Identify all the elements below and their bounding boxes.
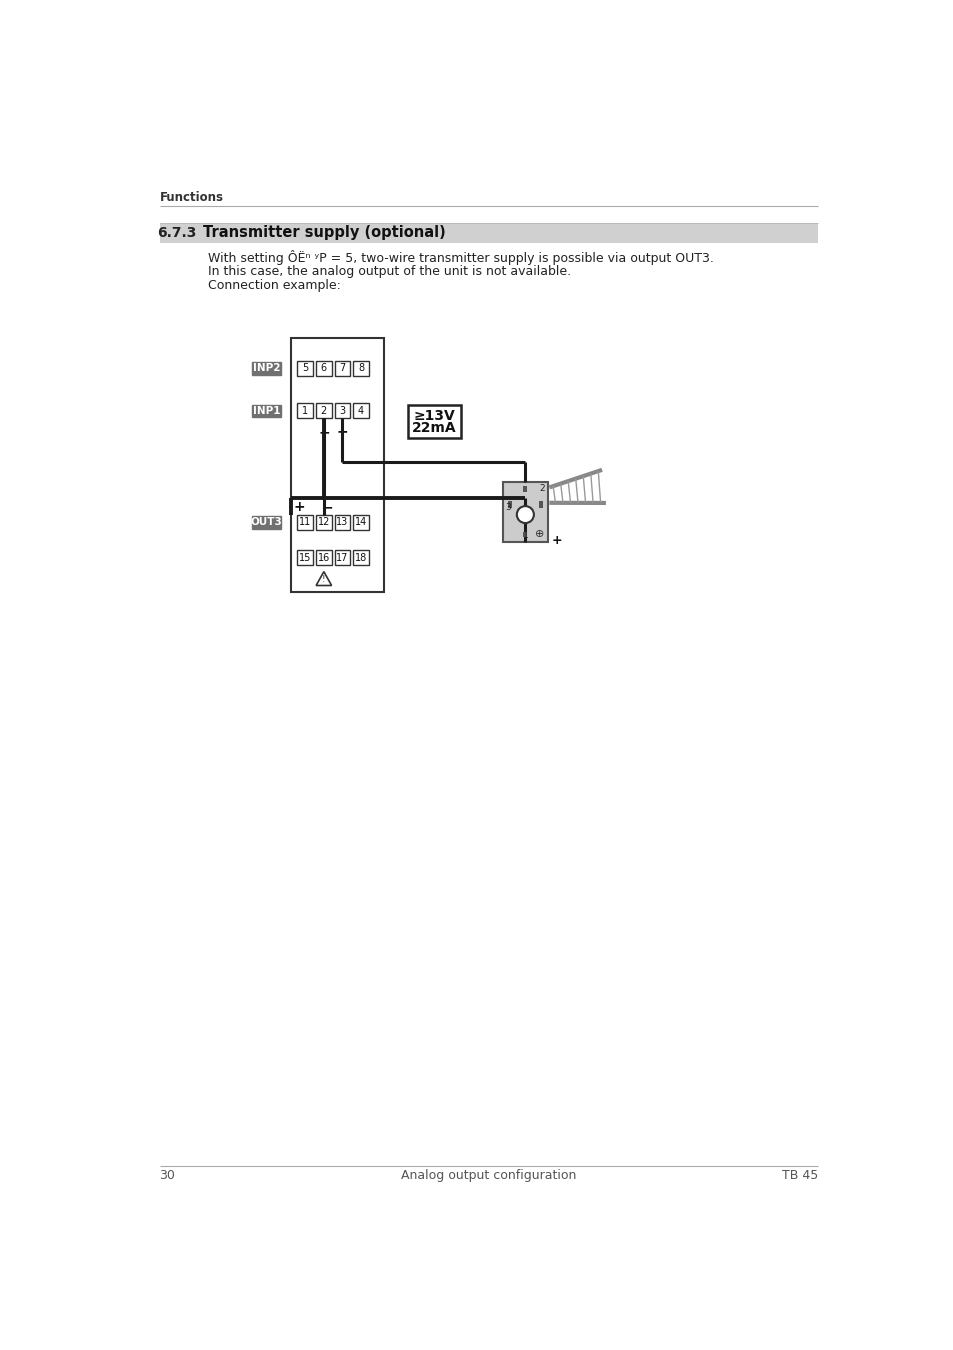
Bar [523,486,527,491]
Bar [315,514,332,531]
Text: −: − [321,500,333,514]
Text: In this case, the analog output of the unit is not available.: In this case, the analog output of the u… [208,265,570,278]
Text: 7: 7 [339,363,345,374]
Bar [353,549,369,566]
Bar [335,514,350,531]
Text: 6: 6 [320,363,327,374]
Bar [252,405,281,417]
Bar [537,501,542,508]
Text: INP1: INP1 [253,406,280,416]
Text: 11: 11 [299,517,311,528]
Text: 3: 3 [339,406,345,416]
Text: 12: 12 [317,517,330,528]
Text: 8: 8 [357,363,364,374]
Bar [353,404,369,418]
Text: 18: 18 [355,552,367,563]
Text: 17: 17 [335,552,348,563]
Bar [315,404,332,418]
Text: Transmitter supply (optional): Transmitter supply (optional) [203,225,445,240]
Text: +: + [293,500,305,514]
Text: ⊕: ⊕ [535,529,544,539]
Bar [408,405,460,437]
Text: 2: 2 [320,406,327,416]
Text: 1: 1 [522,531,528,540]
Text: +: + [336,425,348,439]
Text: 2: 2 [539,485,545,493]
Bar [523,532,527,537]
Text: INP2: INP2 [253,363,280,374]
Bar [297,514,313,531]
Bar [353,514,369,531]
Circle shape [517,506,534,522]
Bar [297,360,313,377]
Text: 16: 16 [317,552,330,563]
Text: 4: 4 [357,406,364,416]
Text: 13: 13 [336,517,348,528]
Text: ≥13V: ≥13V [414,409,456,423]
Bar [353,360,369,377]
Bar [315,360,332,377]
Text: 3: 3 [505,504,511,512]
Text: 22mA: 22mA [412,421,456,435]
Bar [335,360,350,377]
Text: −: − [551,479,561,491]
Bar [252,362,281,374]
Text: Connection example:: Connection example: [208,278,340,292]
Text: 14: 14 [355,517,367,528]
Bar [507,501,512,508]
Bar [315,549,332,566]
Bar [297,549,313,566]
Bar [291,338,384,591]
Bar [159,223,818,243]
Text: OUT3: OUT3 [251,517,282,528]
Text: TB 45: TB 45 [781,1169,818,1181]
Text: With setting ÔËⁿ ʸP = 5, two-wire transmitter supply is possible via output OUT3: With setting ÔËⁿ ʸP = 5, two-wire transm… [208,250,713,265]
Bar [335,404,350,418]
Text: Functions: Functions [159,190,223,204]
Text: 6.7.3: 6.7.3 [157,225,196,240]
Bar [502,482,547,541]
Text: 30: 30 [159,1169,175,1181]
Text: −: − [317,425,330,439]
Text: +: + [551,533,561,547]
Text: 5: 5 [302,363,308,374]
Bar [297,404,313,418]
Text: 15: 15 [298,552,311,563]
Bar [335,549,350,566]
Text: !: ! [322,575,325,585]
Text: 1: 1 [302,406,308,416]
Bar [252,516,281,528]
Text: Analog output configuration: Analog output configuration [401,1169,576,1181]
